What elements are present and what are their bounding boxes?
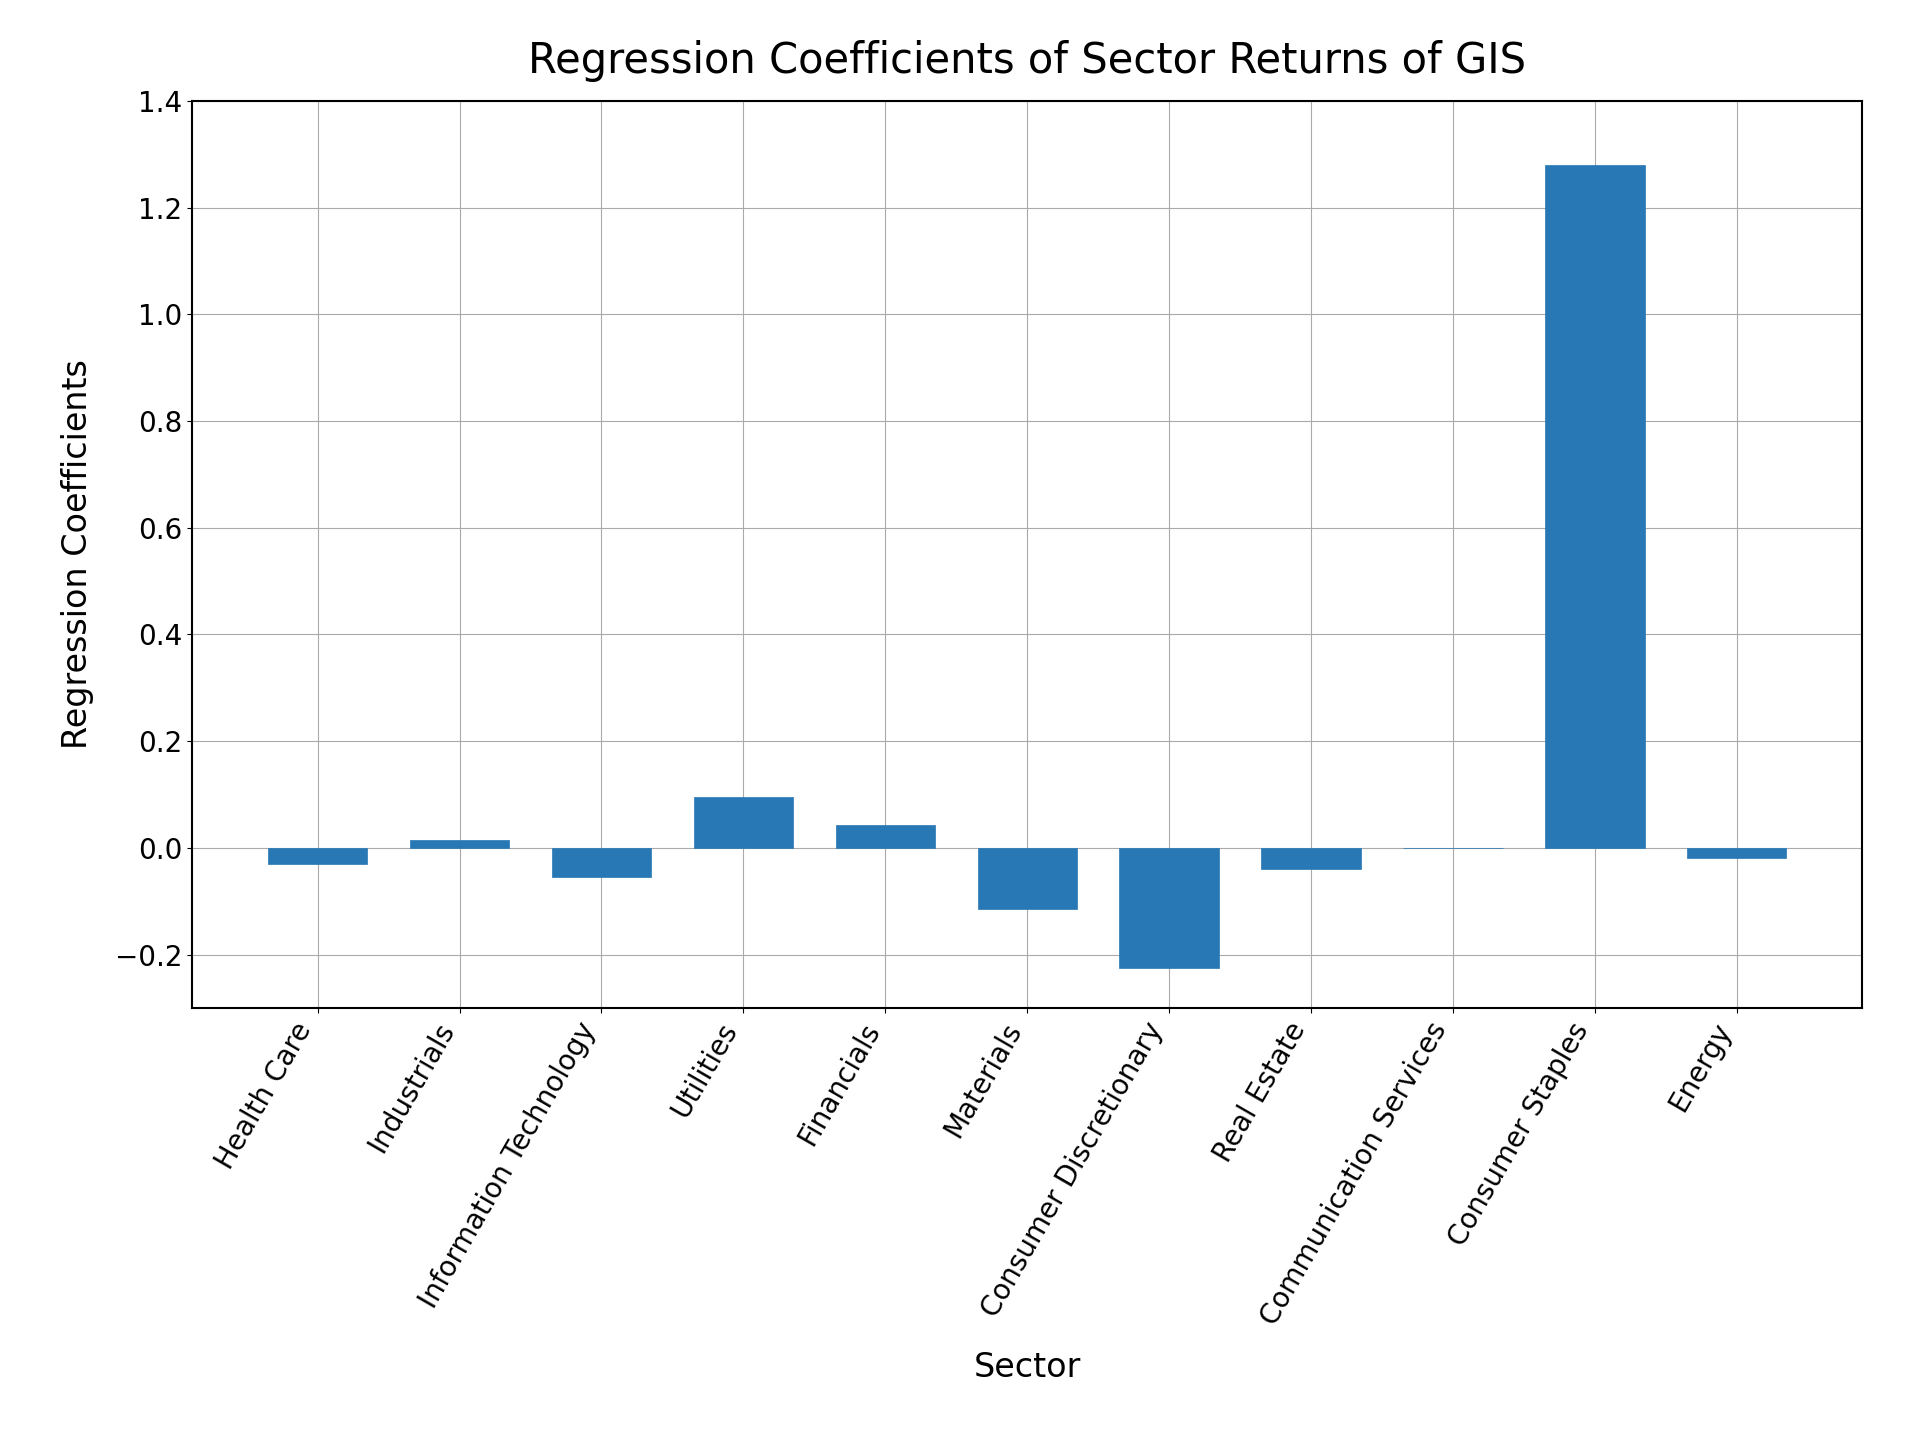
Bar: [835, 825, 935, 848]
Bar: [1688, 848, 1786, 857]
Bar: [409, 840, 509, 848]
Bar: [1119, 848, 1219, 968]
Bar: [269, 848, 367, 864]
Bar: [1546, 164, 1645, 848]
Bar: [551, 848, 651, 877]
Bar: [693, 798, 793, 848]
Bar: [1261, 848, 1361, 870]
Title: Regression Coefficients of Sector Returns of GIS: Regression Coefficients of Sector Return…: [528, 40, 1526, 82]
X-axis label: Sector: Sector: [973, 1351, 1081, 1384]
Y-axis label: Regression Coefficients: Regression Coefficients: [61, 360, 94, 749]
Bar: [977, 848, 1077, 909]
